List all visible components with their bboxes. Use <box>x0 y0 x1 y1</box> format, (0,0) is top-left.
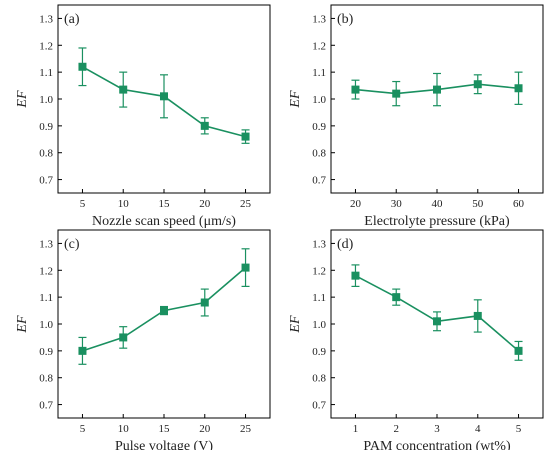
y-tick-label: 1.3 <box>39 238 53 250</box>
x-tick-label: 15 <box>159 423 171 435</box>
data-point <box>433 85 441 94</box>
y-tick-label: 0.9 <box>39 346 53 358</box>
y-axis-label: EF <box>288 90 303 109</box>
x-tick-label: 10 <box>118 423 130 435</box>
panel-label: (d) <box>337 237 354 252</box>
y-tick-label: 0.8 <box>312 148 326 160</box>
x-axis-label: Pulse voltage (V) <box>115 439 213 450</box>
data-point <box>119 333 128 342</box>
data-point <box>514 84 523 93</box>
x-tick-label: 20 <box>199 423 211 435</box>
chart-panel-4: 0.7 0.8 0.9 1.0 1.1 1.2 1.3 1 2 3 4 5 PAM concentrat… <box>288 229 544 450</box>
x-tick-label: 30 <box>391 198 403 210</box>
data-point <box>78 62 87 71</box>
data-point <box>200 298 209 307</box>
x-tick-label: 15 <box>159 198 171 210</box>
x-tick-label: 1 <box>353 423 359 435</box>
x-tick-label: 20 <box>350 198 362 210</box>
y-tick-label: 1.0 <box>312 94 326 106</box>
y-tick-label: 1.3 <box>312 238 326 250</box>
y-tick-label: 0.8 <box>312 373 326 385</box>
x-tick-label: 50 <box>472 198 484 210</box>
x-tick-label: 10 <box>118 198 130 210</box>
y-tick-label: 1.1 <box>39 67 53 79</box>
data-point <box>78 346 87 355</box>
data-point <box>473 80 482 89</box>
y-tick-label: 1.2 <box>312 40 326 52</box>
data-point <box>392 89 401 98</box>
y-tick-label: 1.0 <box>39 94 53 106</box>
y-tick-label: 1.0 <box>39 319 53 331</box>
x-tick-label: 25 <box>240 198 252 210</box>
data-point <box>514 346 523 355</box>
y-tick-label: 0.9 <box>39 121 53 133</box>
y-tick-label: 1.1 <box>312 292 326 304</box>
y-tick-label: 0.7 <box>39 400 53 412</box>
x-tick-label: 5 <box>80 423 86 435</box>
data-point <box>241 132 250 141</box>
y-tick-label: 1.3 <box>312 13 326 25</box>
y-tick-label: 1.0 <box>312 319 326 331</box>
data-point <box>241 263 250 272</box>
y-tick-label: 0.7 <box>39 175 53 187</box>
chart-panel-3: 0.7 0.8 0.9 1.0 1.1 1.2 1.3 5 10 15 20 25 Pulse volt… <box>15 229 271 450</box>
data-point <box>473 311 482 320</box>
data-point <box>351 271 360 280</box>
panel-label: (c) <box>64 237 80 252</box>
y-tick-label: 1.2 <box>39 40 53 52</box>
data-point <box>351 85 360 94</box>
y-axis-label: EF <box>15 90 30 109</box>
y-tick-label: 1.3 <box>39 13 53 25</box>
x-tick-label: 20 <box>199 198 211 210</box>
data-point <box>392 293 401 302</box>
chart-panel-1: 0.7 0.8 0.9 1.0 1.1 1.2 1.3 5 10 15 20 25 Nozzle sca… <box>15 4 271 229</box>
chart-panel-2: 0.7 0.8 0.9 1.0 1.1 1.2 1.3 20 30 40 50 60Electroly… <box>288 4 544 229</box>
y-axis-label: EF <box>288 315 303 334</box>
y-tick-label: 1.1 <box>39 292 53 304</box>
y-tick-label: 0.9 <box>312 346 326 358</box>
x-tick-label: 3 <box>434 423 440 435</box>
y-axis-label: EF <box>15 315 30 334</box>
y-tick-label: 1.2 <box>312 265 326 277</box>
data-point <box>119 85 128 94</box>
y-tick-label: 0.8 <box>39 148 53 160</box>
x-tick-label: 4 <box>475 423 481 435</box>
y-tick-label: 0.9 <box>312 121 326 133</box>
x-tick-label: 60 <box>513 198 525 210</box>
data-point <box>160 92 168 101</box>
x-tick-label: 2 <box>393 423 399 435</box>
x-tick-label: 5 <box>80 198 86 210</box>
y-tick-label: 1.2 <box>39 265 53 277</box>
x-tick-label: 25 <box>240 423 252 435</box>
y-tick-label: 0.7 <box>312 175 326 187</box>
x-tick-label: 5 <box>516 423 522 435</box>
x-axis-label: Nozzle scan speed (μm/s) <box>92 214 236 229</box>
x-tick-label: 40 <box>432 198 444 210</box>
plot-frame <box>57 229 271 419</box>
y-tick-label: 0.7 <box>312 400 326 412</box>
x-axis-label: PAM concentration (wt%) <box>363 439 511 450</box>
panel-label: (b) <box>337 12 354 27</box>
panel-label: (a) <box>64 12 80 27</box>
y-tick-label: 1.1 <box>312 67 326 79</box>
data-point <box>200 121 209 130</box>
y-tick-label: 0.8 <box>39 373 53 385</box>
x-axis-label: Electrolyte pressure (kPa) <box>364 214 510 229</box>
data-point <box>433 317 441 326</box>
data-point <box>160 306 168 315</box>
